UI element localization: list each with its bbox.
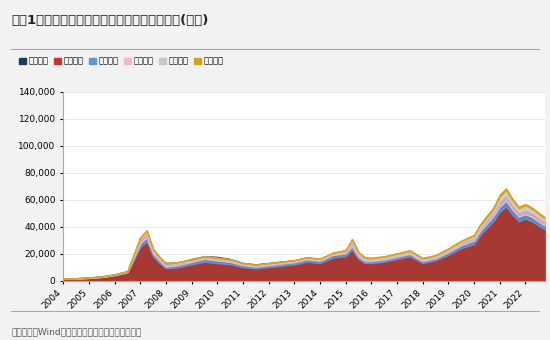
- Text: 图表1、主动偏股型基金持有的各类资产的市值(亿元): 图表1、主动偏股型基金持有的各类资产的市值(亿元): [11, 14, 208, 27]
- Legend: 资产净值, 股票市值, 债券市值, 现金市值, 其他资产, 基金市值: 资产净值, 股票市值, 债券市值, 现金市值, 其他资产, 基金市值: [15, 53, 227, 69]
- Text: 资料来源：Wind，兴业证券经济与金融研究院整理: 资料来源：Wind，兴业证券经济与金融研究院整理: [11, 328, 141, 337]
